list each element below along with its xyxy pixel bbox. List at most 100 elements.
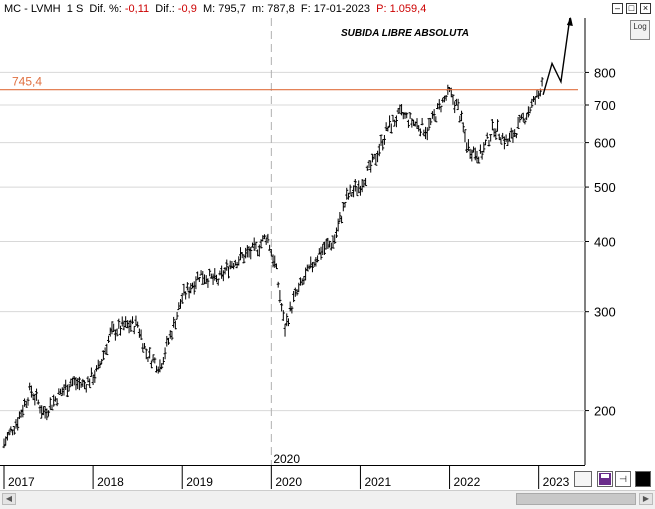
price-bar xyxy=(408,112,412,119)
price-bar xyxy=(485,132,489,139)
price-bar xyxy=(369,160,373,173)
price-bar xyxy=(189,283,193,294)
log-scale-button[interactable]: Log xyxy=(630,20,650,40)
price-bar xyxy=(107,335,111,343)
minimize-button[interactable]: – xyxy=(612,3,623,14)
price-bar xyxy=(132,325,136,335)
price-bar xyxy=(91,374,95,386)
dif-pct-value: -0,11 xyxy=(124,3,150,15)
price-bar xyxy=(23,398,27,407)
price-bar xyxy=(309,256,313,268)
price-bar xyxy=(211,273,215,285)
price-bar xyxy=(240,252,244,259)
price-bar xyxy=(343,201,347,208)
price-bar xyxy=(115,328,119,337)
price-bar xyxy=(35,388,39,401)
price-bar xyxy=(65,384,69,398)
price-bar xyxy=(482,142,486,153)
min-label: m: xyxy=(251,3,265,15)
price-bar xyxy=(370,153,374,163)
x-tick-label: 2019 xyxy=(186,475,213,489)
price-bar xyxy=(533,96,537,105)
price-bar xyxy=(288,301,292,312)
price-bar xyxy=(119,325,123,336)
price-bar xyxy=(429,117,433,126)
save-icon[interactable] xyxy=(597,471,613,487)
price-bar xyxy=(12,425,16,435)
price-bar xyxy=(86,376,90,383)
price-bar xyxy=(518,114,522,123)
resistance-label: 745,4 xyxy=(12,75,42,89)
y-tick-label: 300 xyxy=(594,305,616,320)
price-bar xyxy=(353,179,357,192)
price-bar xyxy=(26,397,30,406)
price-bar xyxy=(5,432,9,441)
price-bar xyxy=(81,378,85,388)
price-bar xyxy=(389,123,393,134)
price-bar xyxy=(2,438,6,449)
price-bar xyxy=(226,266,230,279)
close-button[interactable]: × xyxy=(640,3,651,14)
price-bar xyxy=(163,347,167,360)
price-bar xyxy=(386,126,390,132)
price-bar xyxy=(295,289,299,296)
y-tick-label: 500 xyxy=(594,180,616,195)
price-bar xyxy=(100,358,104,365)
price-bar xyxy=(355,186,359,197)
price-bar xyxy=(182,283,186,296)
price-bar xyxy=(384,122,388,132)
price-bar xyxy=(465,142,469,153)
price-bar xyxy=(185,282,189,291)
price-bar xyxy=(328,240,332,248)
price-bar xyxy=(262,234,266,240)
price-bar xyxy=(427,118,431,131)
price-bar xyxy=(499,137,503,145)
price-bar xyxy=(350,191,354,197)
price-bar xyxy=(405,112,409,119)
price-bar xyxy=(466,139,470,151)
price-bar xyxy=(59,388,63,395)
pin-icon[interactable]: ⊣ xyxy=(615,471,631,487)
price-bar xyxy=(175,311,179,320)
price-bar xyxy=(225,259,229,271)
price-bar xyxy=(139,329,143,340)
black-square-icon[interactable] xyxy=(635,471,651,487)
maximize-button[interactable]: □ xyxy=(626,3,637,14)
x-tick-label: 2017 xyxy=(8,475,35,489)
price-bar xyxy=(508,132,512,142)
price-bar xyxy=(112,323,116,333)
price-bar xyxy=(322,241,326,255)
price-bar xyxy=(331,235,335,249)
price-bar xyxy=(131,316,135,325)
price-bar xyxy=(29,385,33,398)
scroll-right-icon[interactable]: ▶ xyxy=(639,493,653,505)
price-bar xyxy=(473,147,477,161)
price-bar xyxy=(472,146,476,153)
price-bar xyxy=(526,106,530,118)
price-bar xyxy=(242,254,246,264)
horizontal-scrollbar[interactable]: ◀ ▶ xyxy=(0,490,655,509)
price-bar xyxy=(170,331,174,341)
price-bar xyxy=(484,139,488,146)
price-bar xyxy=(274,263,278,270)
price-bar xyxy=(535,89,539,98)
price-bar xyxy=(345,187,349,200)
price-bar xyxy=(43,406,47,419)
price-bar xyxy=(454,98,458,106)
price-bar xyxy=(93,370,97,383)
scroll-thumb[interactable] xyxy=(516,493,636,505)
price-bar xyxy=(437,99,441,110)
price-bar xyxy=(304,267,308,281)
price-bar xyxy=(173,320,177,330)
price-bar xyxy=(425,127,429,141)
pattern-icon[interactable] xyxy=(574,471,592,487)
price-bar xyxy=(312,261,316,267)
price-bar xyxy=(496,119,500,132)
price-bar xyxy=(38,405,42,414)
price-bar xyxy=(420,117,424,126)
scroll-left-icon[interactable]: ◀ xyxy=(2,493,16,505)
price-bar xyxy=(362,180,366,188)
price-bar xyxy=(374,154,378,166)
price-bar xyxy=(50,404,54,411)
price-bar xyxy=(379,134,383,146)
